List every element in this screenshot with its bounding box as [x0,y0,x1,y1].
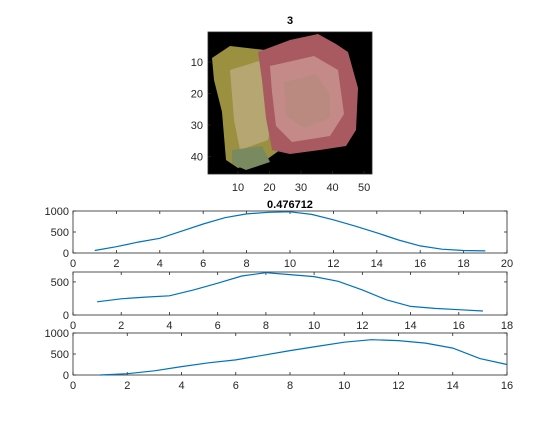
x-tick-label: 18 [501,320,513,332]
x-tick-label: 6 [200,258,206,270]
x-tick-label: 12 [327,258,339,270]
x-tick-label: 10 [284,258,296,270]
image-x-ticks: 10 20 30 40 50 [232,171,370,194]
x-tick-label: 0 [70,320,76,332]
image-x-tick-label: 30 [295,182,307,194]
x-tick-label: 4 [166,320,172,332]
image-region-inner [284,74,330,128]
y-tick-label: 1000 [45,206,69,218]
plot-frame [72,210,508,254]
x-tick-label: 0 [70,258,76,270]
x-tick-label: 10 [308,320,320,332]
plot-title: 0.476712 [267,199,313,211]
x-tick-label: 14 [447,380,459,392]
y-tick-label: 1000 [45,328,69,340]
x-tick-label: 12 [392,380,404,392]
x-tick-label: 4 [178,380,184,392]
x-tick-label: 2 [124,380,130,392]
x-tick-label: 0 [70,380,76,392]
x-tick-label: 2 [113,258,119,270]
image-region-tan [230,60,272,150]
image-x-tick-label: 50 [358,182,370,194]
x-tick-label: 16 [453,320,465,332]
image-y-tick-label: 20 [191,89,203,101]
x-tick-label: 16 [414,258,426,270]
image-panel: 3 10 20 30 40 50 10 20 30 40 [191,15,373,194]
x-tick-label: 12 [356,320,368,332]
image-frame [207,31,373,175]
x-tick-label: 8 [263,320,269,332]
x-tick-label: 18 [457,258,469,270]
x-tick-label: 16 [501,380,513,392]
line-chart-1: 0.476712 0 2 4 6 8 10 12 14 16 18 20 0 500 1000 [45,199,514,270]
x-tick-label: 10 [338,380,350,392]
image-x-tick-label: 20 [263,182,275,194]
y-tick-label: 0 [63,370,69,382]
x-tick-label: 14 [404,320,416,332]
image-region-green [232,146,270,170]
plot-frame [72,271,508,316]
y-tick-label: 0 [63,310,69,322]
y-tick-label: 500 [51,349,69,361]
x-tick-label: 14 [371,258,383,270]
series-line [94,211,486,252]
image-object [212,34,358,170]
image-y-tick-label: 40 [191,152,203,164]
series-line [100,339,508,376]
image-x-tick-label: 10 [232,182,244,194]
x-tick-label: 20 [501,258,513,270]
x-tick-label: 8 [244,258,250,270]
line-chart-2: 0 2 4 6 8 10 12 14 16 18 0 500 [51,271,513,332]
image-y-tick-label: 30 [191,120,203,132]
plot-frame [72,332,508,376]
image-x-tick-label: 40 [326,182,338,194]
image-panel-title: 3 [287,15,293,27]
x-tick-label: 2 [118,320,124,332]
line-chart-3: 0 2 4 6 8 10 12 14 16 0 500 1000 [45,328,514,392]
y-tick-label: 0 [63,248,69,260]
image-y-ticks: 10 20 30 40 [191,57,211,164]
x-tick-label: 8 [287,380,293,392]
x-tick-label: 6 [215,320,221,332]
image-y-tick-label: 10 [191,57,203,69]
series-line [97,272,483,312]
x-tick-label: 4 [157,258,163,270]
x-tick-label: 6 [233,380,239,392]
y-tick-label: 500 [51,227,69,239]
y-tick-label: 500 [51,277,69,289]
